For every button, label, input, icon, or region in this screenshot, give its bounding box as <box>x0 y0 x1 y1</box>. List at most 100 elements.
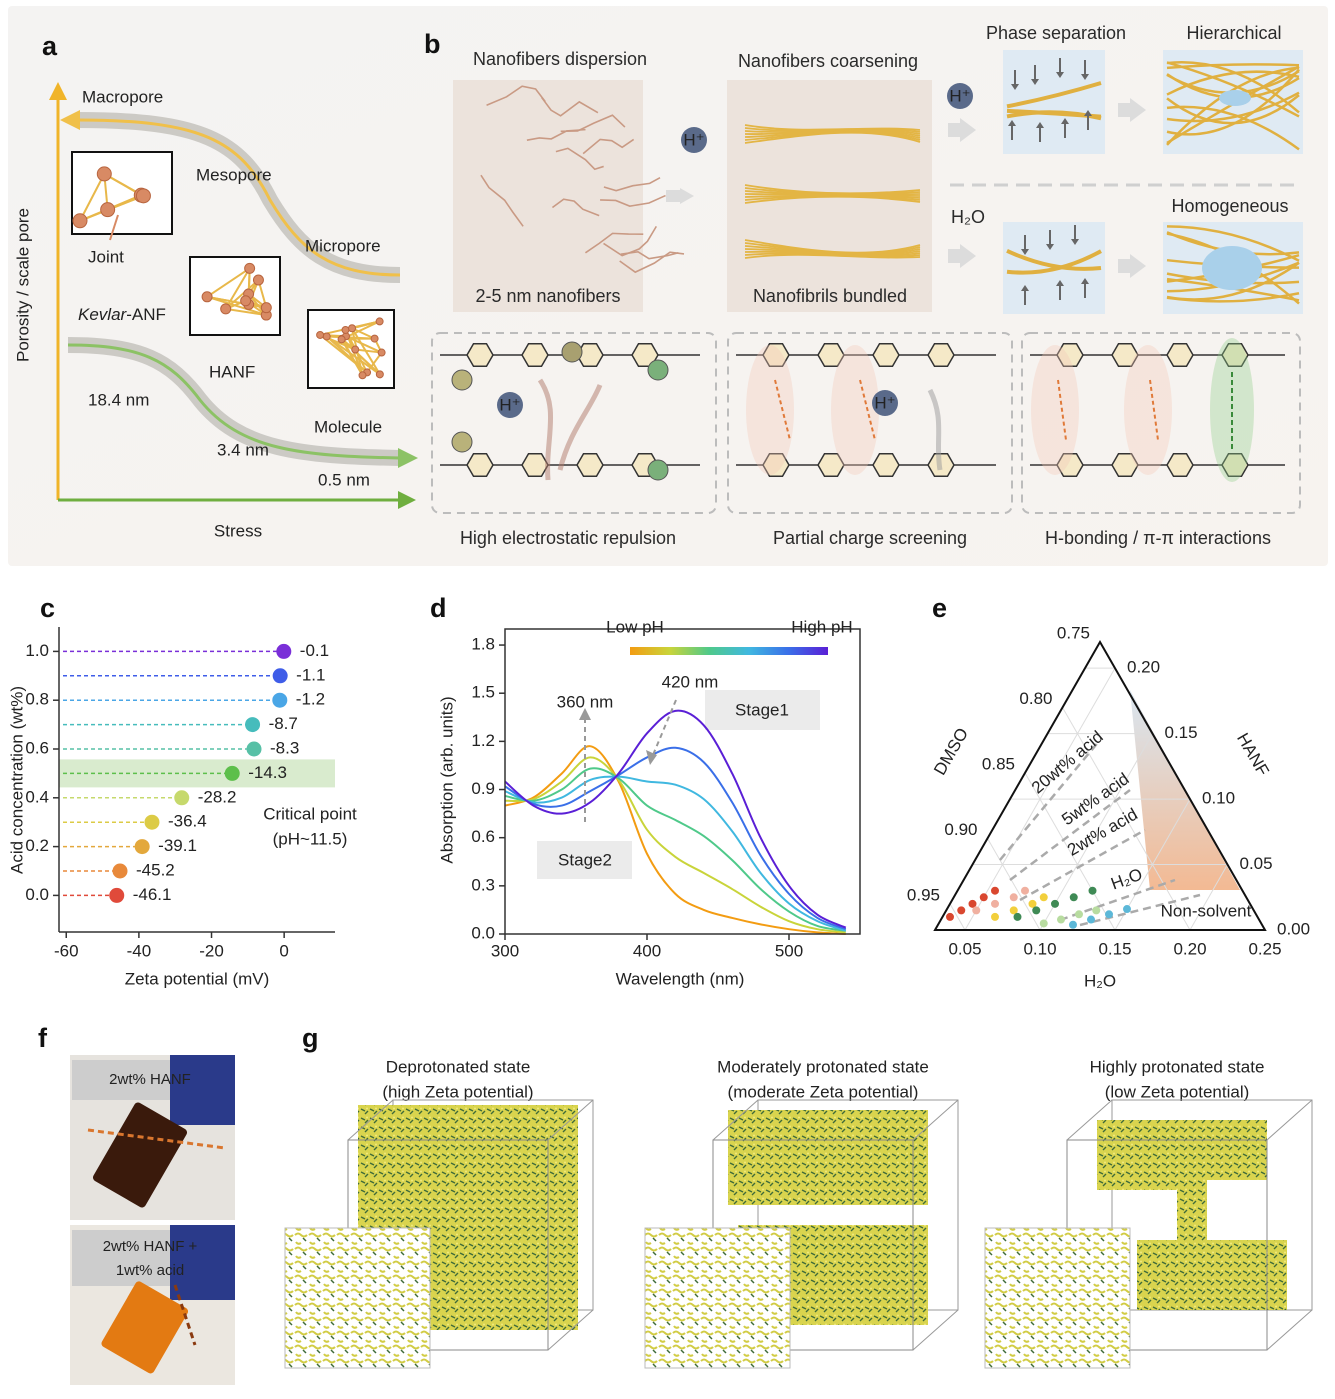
y-tick-label: 1.0 <box>25 641 49 660</box>
trend-line <box>1019 828 1146 902</box>
ring <box>1221 452 1249 478</box>
triangle <box>933 639 1267 931</box>
y-tick-label: 0.8 <box>25 690 49 709</box>
label: Joint <box>88 247 124 266</box>
value-label: -8.3 <box>270 738 299 757</box>
guide-arrow <box>579 708 591 720</box>
annotation: Critical point <box>263 804 357 823</box>
ring <box>466 342 494 368</box>
interaction-zone <box>831 345 879 475</box>
nanofiber <box>620 250 679 260</box>
scheme-box <box>727 332 1013 514</box>
panel-label: a <box>42 31 58 61</box>
label-part: -ANF <box>126 305 166 324</box>
arrow <box>1118 259 1130 273</box>
solvent <box>537 378 603 481</box>
data-point <box>1051 899 1059 908</box>
joint <box>341 325 350 334</box>
joint <box>337 335 346 344</box>
label: Molecule <box>314 417 382 436</box>
panel-a: a Macropore Mesopore Micropore Joint Kev… <box>13 31 418 540</box>
data-point <box>1087 915 1095 924</box>
interaction-zone <box>1210 338 1254 482</box>
fiber <box>1006 81 1102 109</box>
fiber <box>1006 248 1102 271</box>
right-tick-label: 0.00 <box>1277 919 1310 938</box>
joint <box>135 188 151 204</box>
y-tick-label: 0.9 <box>471 779 495 798</box>
interaction-zone <box>1031 345 1079 475</box>
grid-line <box>949 903 966 931</box>
cube-edge <box>1266 1309 1313 1351</box>
cap <box>170 1055 235 1125</box>
data-point <box>1028 899 1037 908</box>
annotation: (pH~11.5) <box>273 829 348 848</box>
value-label: -46.1 <box>133 885 172 904</box>
ring <box>817 342 845 368</box>
force-arrow <box>1011 84 1019 90</box>
dot <box>245 717 261 733</box>
left-tick-label: 0.90 <box>944 820 977 839</box>
dot <box>272 668 288 684</box>
cube-edge <box>547 1309 594 1351</box>
cube-edge <box>547 1099 594 1141</box>
image-box <box>1003 50 1105 154</box>
interaction-zone <box>1124 345 1172 475</box>
cube-edge <box>912 1099 959 1141</box>
x-tick-label: 0 <box>279 941 288 960</box>
arrow-head <box>60 110 80 130</box>
stage-title: Homogeneous <box>1171 196 1288 216</box>
grid-line <box>1024 772 1116 931</box>
fiber <box>206 267 251 298</box>
joint <box>100 202 116 218</box>
force-arrow <box>1046 244 1054 250</box>
grid-line <box>1062 707 1191 931</box>
value-label: -36.4 <box>168 812 207 831</box>
arrow <box>960 118 976 142</box>
x-tick-label: -40 <box>127 941 152 960</box>
annotation: Stage1 <box>735 700 789 719</box>
proton-badge <box>872 390 898 416</box>
left-tick-label: 0.75 <box>1057 623 1090 642</box>
proton-badge <box>681 127 707 153</box>
x-axis-label: Stress <box>214 521 262 540</box>
fiber <box>79 173 106 222</box>
data-point <box>957 906 966 915</box>
arrow <box>960 244 976 268</box>
stress-curve <box>67 343 401 460</box>
h-bond <box>859 379 876 441</box>
y-tick-label: 1.5 <box>471 683 495 702</box>
arrow <box>1118 103 1130 117</box>
label: 18.4 nm <box>88 390 149 409</box>
fiber <box>366 351 383 374</box>
joint <box>375 317 384 326</box>
charge <box>451 431 473 453</box>
grid-line <box>987 838 1041 931</box>
vial <box>101 1281 189 1374</box>
joint <box>377 348 386 357</box>
panel-background <box>8 6 1328 566</box>
fiber <box>1166 225 1300 262</box>
guide-arrow <box>646 750 657 765</box>
label: HANF <box>209 362 255 381</box>
proton-badges: H⁺ H⁺ H⁺ H⁺ <box>497 83 973 418</box>
dot <box>246 741 262 757</box>
data-point <box>1039 893 1048 902</box>
networks <box>72 166 386 380</box>
grid-line <box>1039 733 1153 931</box>
charge <box>647 359 669 381</box>
arrow <box>680 188 694 204</box>
force-arrow <box>1031 79 1039 85</box>
fibril <box>744 195 921 204</box>
nanofiber <box>603 225 658 257</box>
label: H₂O <box>951 207 985 227</box>
charge <box>561 341 583 363</box>
cube-edge <box>1066 1099 1113 1141</box>
trend-line <box>1079 893 1201 927</box>
force-arrow <box>1081 74 1089 80</box>
joint <box>260 302 272 314</box>
value-label: -0.1 <box>300 641 329 660</box>
y-tick-label: 0.0 <box>25 885 49 904</box>
